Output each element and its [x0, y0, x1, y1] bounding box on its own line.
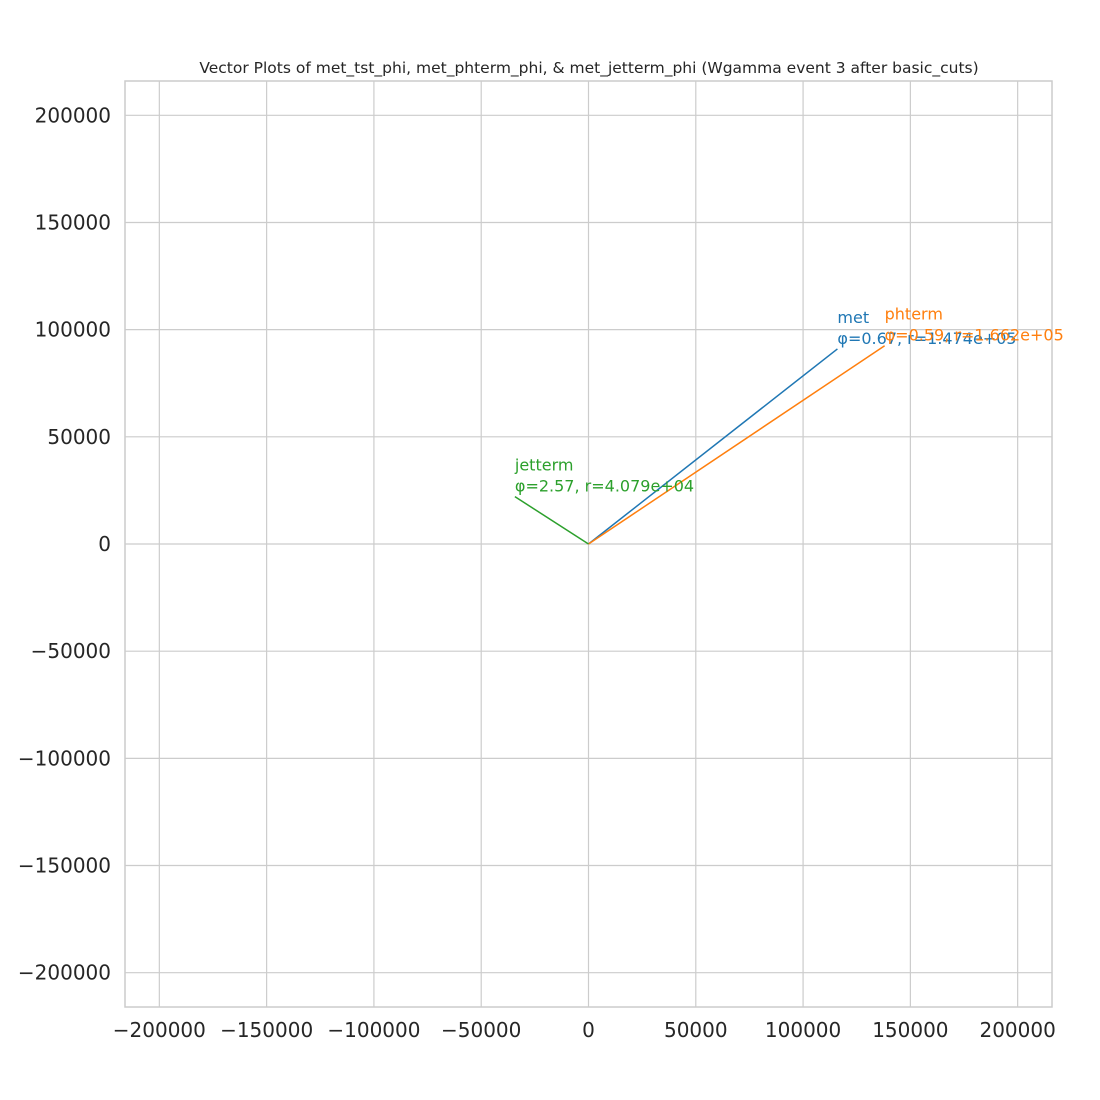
vector-series [514, 345, 886, 545]
y-tick-label: 50000 [47, 425, 111, 449]
vector-name-met: met [837, 308, 869, 327]
x-tick-label: −200000 [113, 1018, 206, 1042]
plot-frame [124, 80, 1053, 1008]
x-tick-label: 100000 [765, 1018, 841, 1042]
x-tick-label: 200000 [979, 1018, 1055, 1042]
x-tick-label: 150000 [872, 1018, 948, 1042]
y-tick-label: 150000 [35, 210, 111, 234]
y-tick-label: −200000 [18, 961, 111, 985]
y-axis: −200000 −150000 −100000 −50000 0 50000 100000 1… [18, 103, 111, 984]
vector-name-jetterm: jetterm [514, 456, 574, 475]
vector-annotation-phterm: φ=0.59, r=1.662e+05 [885, 326, 1064, 345]
x-tick-label: 50000 [664, 1018, 728, 1042]
vector-name-phterm: phterm [885, 305, 943, 324]
y-tick-label: −50000 [31, 639, 111, 663]
x-tick-label: 0 [582, 1018, 595, 1042]
vector-met [588, 348, 838, 545]
chart-title: Vector Plots of met_tst_phi, met_phterm_… [199, 59, 978, 78]
y-tick-label: 200000 [35, 103, 111, 127]
x-tick-label: −150000 [220, 1018, 313, 1042]
x-tick-label: −50000 [441, 1018, 521, 1042]
vector-jetterm [514, 495, 589, 545]
vector-phterm [588, 345, 886, 545]
vector-annotation-met: φ=0.67, r=1.474e+05 [837, 329, 1016, 348]
y-tick-label: 0 [98, 532, 111, 556]
x-tick-label: −100000 [327, 1018, 420, 1042]
vector-labels: met φ=0.67, r=1.474e+05 phterm φ=0.59, r=1.… [514, 305, 1064, 496]
y-tick-label: −100000 [18, 746, 111, 770]
y-tick-label: 100000 [35, 318, 111, 342]
x-axis: −200000 −150000 −100000 −50000 0 50000 100000 1… [113, 1018, 1056, 1042]
vector-annotation-jetterm: φ=2.57, r=4.079e+04 [515, 477, 694, 496]
y-tick-label: −150000 [18, 854, 111, 878]
